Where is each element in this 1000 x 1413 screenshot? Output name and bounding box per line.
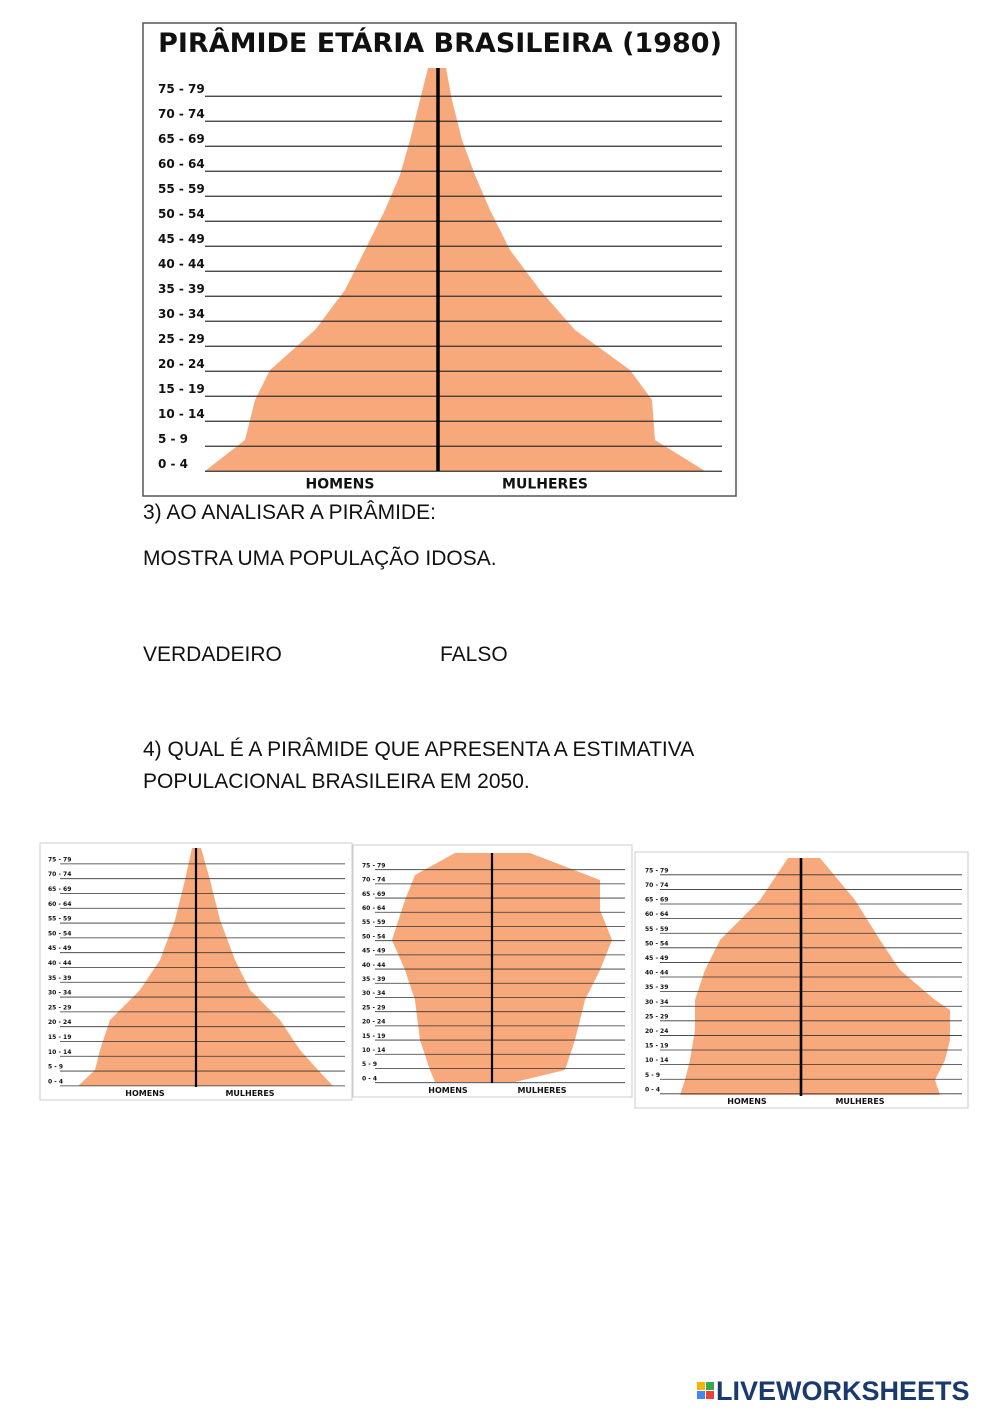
age-label: 0 - 4 bbox=[48, 1078, 63, 1085]
age-label: 20 - 24 bbox=[362, 1019, 385, 1026]
women-label: MULHERES bbox=[502, 477, 588, 493]
men-label: HOMENS bbox=[727, 1097, 767, 1106]
logo-text: LIVEWORKSHEETS bbox=[716, 1376, 970, 1406]
pyramid-shape bbox=[205, 68, 705, 471]
age-label: 5 - 9 bbox=[645, 1072, 660, 1079]
age-label: 0 - 4 bbox=[158, 457, 188, 471]
age-label: 70 - 74 bbox=[158, 107, 205, 121]
men-label: HOMENS bbox=[428, 1086, 468, 1095]
age-label: 5 - 9 bbox=[48, 1064, 63, 1071]
age-label: 75 - 79 bbox=[645, 867, 668, 874]
pyramid-shape bbox=[680, 858, 950, 1095]
age-label: 15 - 19 bbox=[645, 1043, 668, 1050]
women-label: MULHERES bbox=[517, 1086, 566, 1095]
logo-block bbox=[697, 1391, 705, 1399]
men-label: HOMENS bbox=[306, 477, 375, 493]
age-label: 20 - 24 bbox=[48, 1019, 71, 1026]
age-label: 40 - 44 bbox=[48, 960, 71, 967]
statement: MOSTRA UMA POPULAÇÃO IDOSA. bbox=[143, 546, 497, 570]
age-label: 65 - 69 bbox=[48, 886, 71, 893]
women-label: MULHERES bbox=[835, 1097, 884, 1106]
age-label: 55 - 59 bbox=[645, 926, 668, 933]
chart-title: PIRÂMIDE ETÁRIA BRASILEIRA (1980) bbox=[158, 27, 722, 59]
women-label: MULHERES bbox=[225, 1089, 274, 1098]
age-label: 70 - 74 bbox=[362, 877, 385, 884]
question-line: 4) QUAL É A PIRÂMIDE QUE APRESENTA A EST… bbox=[143, 738, 694, 761]
option[interactable]: VERDADEIRO bbox=[143, 643, 282, 666]
age-label: 45 - 49 bbox=[645, 955, 668, 962]
age-label: 5 - 9 bbox=[158, 432, 188, 446]
age-label: 70 - 74 bbox=[48, 871, 71, 878]
age-label: 65 - 69 bbox=[645, 897, 668, 904]
age-label: 20 - 24 bbox=[645, 1028, 668, 1035]
age-label: 5 - 9 bbox=[362, 1061, 377, 1068]
age-label: 30 - 34 bbox=[48, 990, 71, 997]
age-label: 40 - 44 bbox=[645, 970, 668, 977]
question-heading: 3) AO ANALISAR A PIRÂMIDE: bbox=[143, 501, 436, 524]
age-label: 55 - 59 bbox=[48, 916, 71, 923]
age-label: 35 - 39 bbox=[158, 282, 205, 296]
age-label: 40 - 44 bbox=[362, 962, 385, 969]
men-label: HOMENS bbox=[125, 1089, 165, 1098]
chart-frame bbox=[352, 844, 633, 1098]
logo-block bbox=[706, 1382, 714, 1390]
pyramid-shape bbox=[78, 848, 333, 1086]
age-label: 75 - 79 bbox=[362, 862, 385, 869]
age-label: 50 - 54 bbox=[645, 940, 668, 947]
age-label: 10 - 14 bbox=[362, 1047, 385, 1054]
age-label: 15 - 19 bbox=[158, 382, 205, 396]
age-label: 25 - 29 bbox=[362, 1004, 385, 1011]
age-label: 50 - 54 bbox=[158, 207, 205, 221]
age-label: 30 - 34 bbox=[362, 990, 385, 997]
logo-block bbox=[706, 1391, 714, 1399]
age-label: 65 - 69 bbox=[362, 891, 385, 898]
logo: LIVEWORKSHEETS bbox=[697, 1376, 970, 1406]
age-label: 0 - 4 bbox=[645, 1086, 660, 1093]
age-label: 10 - 14 bbox=[48, 1049, 71, 1056]
age-label: 70 - 74 bbox=[645, 882, 668, 889]
logo-block bbox=[697, 1382, 705, 1390]
option[interactable]: FALSO bbox=[440, 643, 508, 666]
age-label: 20 - 24 bbox=[158, 357, 205, 371]
age-label: 50 - 54 bbox=[362, 933, 385, 940]
age-label: 25 - 29 bbox=[48, 1004, 71, 1011]
age-label: 40 - 44 bbox=[158, 257, 205, 271]
age-label: 35 - 39 bbox=[362, 976, 385, 983]
age-label: 25 - 29 bbox=[158, 332, 205, 346]
age-label: 45 - 49 bbox=[158, 232, 205, 246]
age-label: 75 - 79 bbox=[48, 856, 71, 863]
age-label: 30 - 34 bbox=[158, 307, 205, 321]
question-line: POPULACIONAL BRASILEIRA EM 2050. bbox=[143, 770, 530, 793]
age-label: 45 - 49 bbox=[362, 948, 385, 955]
age-label: 45 - 49 bbox=[48, 945, 71, 952]
chart-frame bbox=[39, 842, 353, 1101]
age-label: 0 - 4 bbox=[362, 1075, 377, 1082]
age-label: 60 - 64 bbox=[645, 911, 668, 918]
age-label: 65 - 69 bbox=[158, 132, 205, 146]
age-label: 50 - 54 bbox=[48, 930, 71, 937]
age-label: 60 - 64 bbox=[362, 905, 385, 912]
age-label: 10 - 14 bbox=[645, 1057, 668, 1064]
age-label: 25 - 29 bbox=[645, 1013, 668, 1020]
age-label: 15 - 19 bbox=[48, 1034, 71, 1041]
age-label: 35 - 39 bbox=[645, 984, 668, 991]
age-label: 60 - 64 bbox=[48, 901, 71, 908]
age-label: 55 - 59 bbox=[158, 182, 205, 196]
age-label: 55 - 59 bbox=[362, 919, 385, 926]
pyramid-shape bbox=[392, 853, 612, 1082]
age-label: 10 - 14 bbox=[158, 407, 205, 421]
age-label: 35 - 39 bbox=[48, 975, 71, 982]
chart-frame bbox=[634, 851, 969, 1109]
age-label: 30 - 34 bbox=[645, 999, 668, 1006]
age-label: 15 - 19 bbox=[362, 1033, 385, 1040]
age-label: 60 - 64 bbox=[158, 157, 205, 171]
age-label: 75 - 79 bbox=[158, 82, 205, 96]
